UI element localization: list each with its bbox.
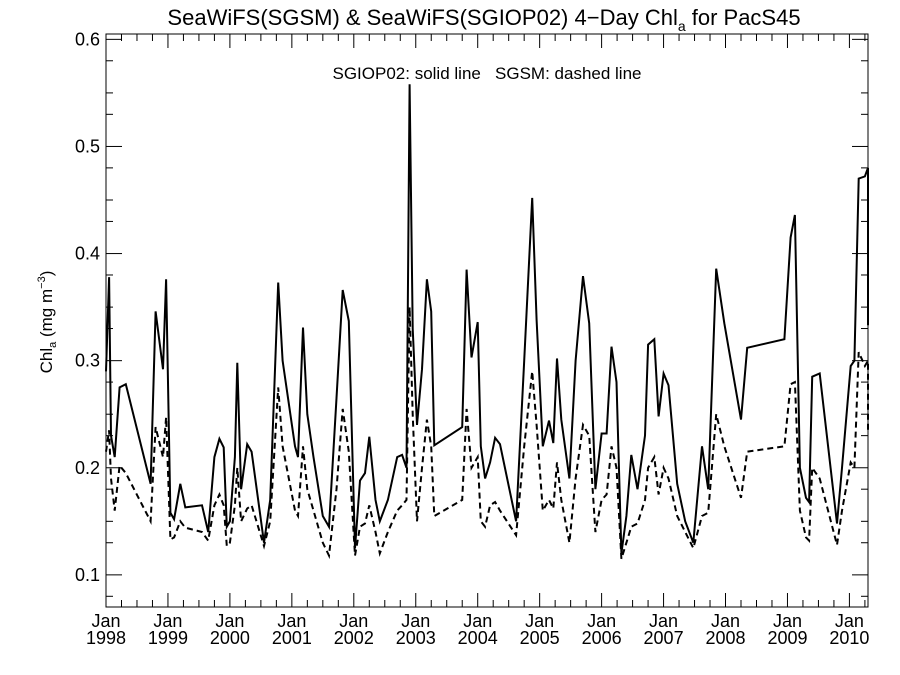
x-tick-label-month: Jan	[773, 611, 802, 631]
y-tick-label: 0.2	[75, 458, 100, 478]
chart-title-suffix: for PacS45	[686, 5, 801, 30]
x-tick-label-month: Jan	[587, 611, 616, 631]
y-axis-label-units-superscript: −3	[36, 276, 48, 289]
y-tick-label: 0.4	[75, 244, 100, 264]
x-tick-label-month: Jan	[401, 611, 430, 631]
x-tick-label-year: 2005	[520, 628, 560, 648]
y-axis-label: Chla (mg m−3)	[36, 271, 59, 374]
x-tick-label-month: Jan	[525, 611, 554, 631]
x-tick-label-month: Jan	[277, 611, 306, 631]
y-axis-label-subscript: a	[47, 341, 59, 348]
x-tick-label-year: 2003	[396, 628, 436, 648]
x-tick-label-year: 2007	[644, 628, 684, 648]
series-layer	[105, 84, 869, 560]
y-axis-label-main: Chl	[37, 348, 56, 374]
axes: 0.10.20.30.40.50.6Jan1998Jan1999Jan2000J…	[75, 29, 869, 648]
y-axis-label-units-suffix: )	[37, 271, 56, 277]
x-tick-label-month: Jan	[649, 611, 678, 631]
chart-title-main: SeaWiFS(SGSM) & SeaWiFS(SGIOP02) 4−Day C…	[167, 5, 677, 30]
x-tick-label-year: 2000	[210, 628, 250, 648]
x-tick-label-month: Jan	[711, 611, 740, 631]
series-line-sgiop02	[105, 84, 869, 554]
y-tick-label: 0.6	[75, 29, 100, 49]
legend-annotation: SGIOP02: solid line SGSM: dashed line	[333, 64, 642, 83]
chart-title: SeaWiFS(SGSM) & SeaWiFS(SGIOP02) 4−Day C…	[167, 5, 800, 34]
x-tick-label-month: Jan	[91, 611, 120, 631]
x-tick-label-year: 2009	[767, 628, 807, 648]
y-tick-label: 0.5	[75, 136, 100, 156]
y-axis-label-units-prefix: (mg m	[37, 289, 56, 342]
x-tick-label-year: 2004	[458, 628, 498, 648]
x-tick-label-year: 2008	[705, 628, 745, 648]
x-tick-label-year: 1999	[148, 628, 188, 648]
series-line-sgsm	[105, 307, 869, 560]
x-tick-label-year: 2002	[334, 628, 374, 648]
plot-frame	[105, 33, 869, 608]
x-tick-label-year: 2010	[829, 628, 869, 648]
x-tick-label-year: 2001	[272, 628, 312, 648]
x-tick-label-month: Jan	[835, 611, 864, 631]
x-tick-label-month: Jan	[463, 611, 492, 631]
chart-title-subscript: a	[678, 18, 686, 34]
x-tick-label-month: Jan	[215, 611, 244, 631]
x-tick-label-year: 2006	[582, 628, 622, 648]
y-tick-label: 0.1	[75, 565, 100, 585]
x-tick-label-month: Jan	[153, 611, 182, 631]
y-tick-label: 0.3	[75, 351, 100, 371]
x-tick-label-month: Jan	[339, 611, 368, 631]
x-tick-label-year: 1998	[86, 628, 126, 648]
